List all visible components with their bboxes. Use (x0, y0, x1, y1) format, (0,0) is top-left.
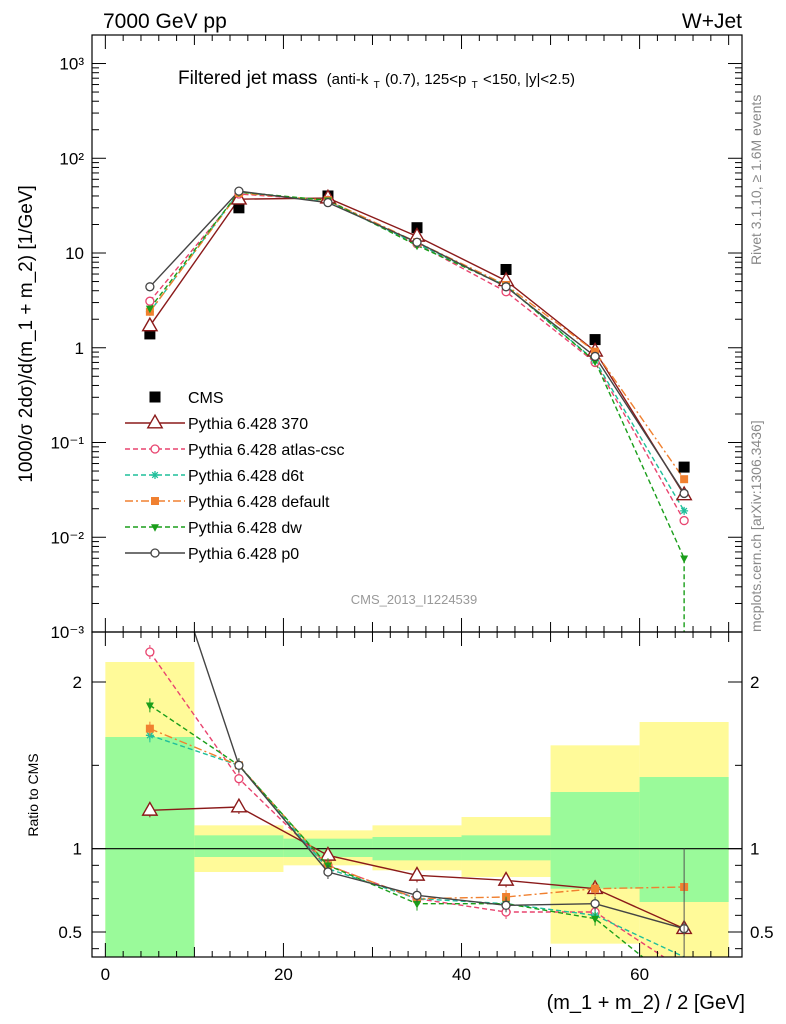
legend-marker-dw (151, 524, 159, 532)
main-point-p0 (679, 488, 689, 499)
main-point-data (589, 334, 601, 346)
plot-title-cut-c: <150, |y|<2.5) (483, 71, 575, 88)
rivet-version-label: Rivet 3.1.10, ≥ 1.6M events (748, 95, 764, 265)
main-point-p0 (590, 351, 600, 362)
ratio-plot-frame (91, 631, 743, 958)
main-point-default (680, 475, 689, 484)
main-point-data (500, 263, 512, 275)
ratio-series-layer (141, 632, 693, 957)
ratio-point-default (591, 884, 600, 893)
main-point-p0 (412, 237, 422, 247)
main-point-dw (145, 305, 154, 314)
legend-label-p0: Pythia 6.428 p0 (188, 546, 299, 563)
main-point-default (591, 347, 600, 356)
plot-title-cut-b-sub: T (472, 80, 478, 91)
legend: CMS Pythia 6.428 370 Pythia 6.428 atlas-cs… (125, 390, 345, 563)
ratio-y-tick-label: 2 (73, 673, 82, 692)
svg-text:Filtered jet mass (anti-: Filtered jet mass (anti-k T (0.7), 125<p… (178, 68, 575, 93)
legend-label-data: CMS (188, 390, 224, 407)
plot-title-cut-a: (anti-k (327, 71, 369, 88)
header-energy-label: 7000 GeV pp (103, 10, 227, 33)
ratio-point-p0 (412, 890, 422, 900)
main-point-p0 (145, 282, 155, 292)
ratio-y-tick-label: 1 (73, 840, 82, 859)
legend-marker-p0 (150, 548, 160, 558)
ratio-band-inner-bin (550, 792, 640, 889)
main-point-atlascsc (145, 296, 155, 306)
legend-label-dw: Pythia 6.428 dw (188, 520, 302, 537)
legend-label-atlascsc: Pythia 6.428 atlas-csc (188, 442, 345, 459)
plot-title-cut-b: (0.7), 125<p (385, 71, 466, 88)
ratio-point-p370 (408, 866, 426, 881)
x-tick-label: 40 (452, 965, 471, 984)
main-y-tick-label: 10² (59, 149, 84, 168)
main-y-tick-label: 1 (75, 339, 84, 358)
ratio-point-p370 (230, 797, 248, 813)
main-y-tick-label: 10⁻² (50, 528, 84, 547)
legend-marker-d6t (151, 471, 159, 479)
main-point-data (233, 202, 245, 214)
legend-marker-data (149, 391, 161, 403)
ratio-y-tick-label-right: 2 (750, 673, 759, 692)
main-point-p0 (234, 186, 244, 196)
legend-label-default: Pythia 6.428 default (188, 494, 330, 511)
ratio-point-default (145, 724, 154, 733)
main-plot-frame (91, 34, 743, 633)
ratio-point-p0 (234, 760, 244, 770)
ratio-point-dw (591, 915, 600, 924)
main-series-layer (141, 186, 693, 632)
plot-title-cut-a-sub: T (374, 80, 380, 91)
main-point-d6t (680, 506, 689, 515)
ratio-band-inner-bin (461, 835, 551, 861)
main-y-tick-label: 10⁻³ (50, 623, 84, 642)
ratio-y-axis-label: Ratio to CMS (25, 753, 41, 836)
legend-label-p370: Pythia 6.428 370 (188, 416, 308, 433)
mcplots-reference-label: mcplots.cern.ch [arXiv:1306.3436] (748, 420, 764, 632)
main-point-dw (680, 555, 689, 564)
ratio-point-dw (145, 702, 154, 711)
main-y-axis-label: 1000/σ 2dσ)/d(m_1 + m_2) [1/GeV] (16, 185, 37, 483)
plot-title-main: Filtered jet mass (178, 68, 317, 89)
ratio-y-tick-label-right: 1 (750, 840, 759, 859)
x-tick-label: 20 (274, 965, 293, 984)
legend-marker-p370 (146, 413, 164, 429)
ratio-point-atlascsc (145, 647, 155, 657)
ratio-point-p0 (501, 900, 511, 910)
header-process-label: W+Jet (682, 10, 742, 33)
legend-marker-atlascsc (150, 444, 160, 454)
ratio-point-p370 (141, 801, 159, 816)
x-tick-label: 60 (630, 965, 649, 984)
main-point-p0 (323, 198, 333, 208)
main-y-tick-label: 10⁻¹ (50, 434, 84, 453)
main-point-p370 (141, 316, 159, 332)
x-tick-label: 0 (101, 965, 110, 984)
x-axis-label: (m_1 + m_2) / 2 [GeV] (547, 992, 745, 1014)
ratio-point-atlascsc (234, 774, 244, 784)
ratio-y-tick-label-right: 0.5 (750, 923, 774, 942)
ratio-point-p0 (590, 899, 600, 909)
main-y-tick-label: 10³ (59, 55, 84, 74)
main-point-p0 (501, 282, 511, 292)
legend-marker-default (151, 497, 159, 505)
ratio-point-p370 (497, 871, 515, 886)
ratio-y-tick-label: 0.5 (58, 923, 82, 942)
analysis-id-label: CMS_2013_I1224539 (351, 592, 478, 607)
axes-layer: 10⁻³ 10⁻² 10⁻¹ 1 10 10² 10³ 0 20 40 60 0.5 0.5 1 1 2 2 (50, 35, 774, 984)
ratio-point-dw (413, 900, 421, 909)
legend-label-d6t: Pythia 6.428 d6t (188, 468, 304, 485)
ratio-band-inner-bin (194, 835, 284, 857)
main-y-tick-label: 10 (65, 244, 84, 263)
main-point-data (678, 461, 690, 473)
main-point-data (144, 328, 156, 340)
plot-title: Filtered jet mass (anti-k T (0.7), 125<p… (178, 68, 575, 93)
ratio-point-p0 (323, 867, 333, 877)
ratio-band-inner-bin (105, 737, 195, 957)
main-point-atlascsc (679, 515, 689, 526)
